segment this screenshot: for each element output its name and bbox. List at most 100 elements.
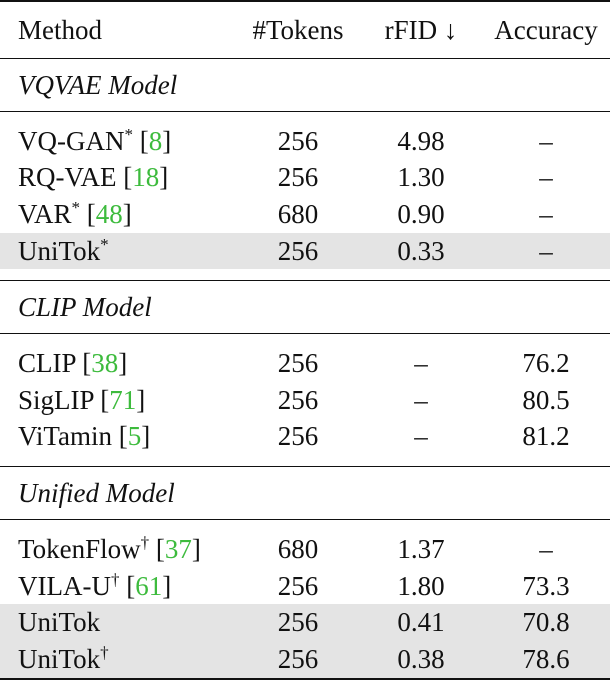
tokens-cell: 256 [277,384,319,415]
method-cell: UniTok† [0,644,236,675]
method-name: SigLIP [18,384,94,415]
header-rfid: rFID ↓ [384,14,458,45]
rfid-cell: 1.37 [397,533,445,564]
table-body: VQVAE Model VQ-GAN* [8] 256 4.98– RQ-VAE [18… [0,58,610,680]
method-cell: VQ-GAN* [8] [18,124,172,156]
citation: 18 [132,162,160,193]
method-cell: ViTamin [5] [18,421,151,452]
citation: 38 [91,348,119,379]
header-accuracy: Accuracy [494,14,598,45]
method-mark: * [100,234,109,254]
header-tokens: #Tokens [252,14,344,45]
section-title-row: VQVAE Model [0,59,610,111]
accuracy-cell: 76.2 [522,348,570,379]
method-name: TokenFlow [18,533,141,564]
table-row: SigLIP [71] 256 – 80.5 [0,382,610,419]
citation: 71 [109,384,137,415]
citation: 8 [148,125,163,156]
rfid-cell: 1.30 [397,162,445,193]
method-mark: * [71,197,81,217]
tokens-cell: 256 [277,570,319,601]
table-row: VAR* [48] 680 0.90 – [0,196,610,233]
spacer [0,520,610,531]
spacer [0,455,610,466]
section-title-row: Unified Model [0,467,610,519]
tokens-cell: 680 [277,198,319,229]
spacer [0,269,610,280]
header-row: Method #Tokens rFID ↓ Accuracy [0,2,610,58]
rfid-cell: 1.80 [397,570,445,601]
rfid-cell: 0.33 [397,235,445,266]
rfid-cell: 4.98 [397,125,445,156]
method-cell: SigLIP [71] [18,384,146,415]
method-name: UniTok [18,235,101,266]
table-row: TokenFlow† [37] 680 1.37 – [0,531,610,568]
method-cell: RQ-VAE [18] [18,162,169,193]
method-mark: † [110,569,120,589]
accuracy-cell: 70.8 [522,607,570,638]
section-title: CLIP Model [18,291,152,322]
accuracy-cell: – [539,533,553,564]
citation: 61 [135,570,163,601]
citation: 5 [127,421,142,452]
method-cell: UniTok [0,607,236,638]
method-mark: * [124,124,133,144]
tokens-cell: 256 [277,162,319,193]
spacer [0,112,610,123]
section-rule [0,333,610,335]
accuracy-cell: – [539,125,553,156]
section-rule [0,111,610,112]
tokens-cell: 256 [277,607,319,638]
rfid-cell: 0.38 [397,643,445,674]
tokens-cell: 256 [277,421,319,452]
section-rule [0,519,610,521]
table-row: VILA-U† [61] 256 1.80 73.3 [0,568,610,605]
method-cell: TokenFlow† [37] [18,532,201,564]
rfid-cell: – [414,421,428,452]
section-title: Unified Model [18,477,175,508]
rfid-cell: 0.90 [397,198,445,229]
table-row: RQ-VAE [18] 256 1.30 – [0,160,610,197]
accuracy-cell: 78.6 [522,643,570,674]
table-row: UniTok* 256 0.33 – [0,232,610,270]
table-row: VQ-GAN* [8] 256 4.98 – [0,123,610,160]
rfid-cell: 0.41 [397,607,445,638]
method-cell: CLIP [38] [18,348,128,379]
citation: 48 [95,198,123,229]
accuracy-cell: – [539,162,553,193]
tokens-cell: 256 [277,348,319,379]
tokens-cell: 256 [277,643,319,674]
rfid-cell: – [414,348,428,379]
rfid-cell: – [414,384,428,415]
method-mark: † [140,532,150,552]
bottom-rule [0,677,610,680]
accuracy-cell: 73.3 [522,570,570,601]
method-name: ViTamin [18,421,112,452]
tokens-cell: 680 [277,533,319,564]
method-cell: UniTok* [0,236,236,267]
tokens-cell: 256 [277,125,319,156]
accuracy-cell: 80.5 [522,384,570,415]
method-cell: VILA-U† [61] [18,569,172,601]
method-name: VQ-GAN [18,125,125,156]
method-name: UniTok [18,643,101,674]
spacer [0,334,610,345]
header-method: Method [18,14,102,45]
method-name: VAR [18,198,72,229]
citation: 37 [164,533,192,564]
section-title: VQVAE Model [18,69,178,100]
table-row: UniTok† 256 0.38 78.6 [0,640,610,678]
table-row: ViTamin [5] 256 – 81.2 [0,419,610,456]
accuracy-cell: 81.2 [522,421,570,452]
method-name: UniTok [18,607,101,638]
top-rule [0,0,610,2]
section-rule [0,58,610,59]
method-name: RQ-VAE [18,162,117,193]
method-name: VILA-U [18,570,111,601]
section-rule [0,280,610,282]
method-name: CLIP [18,348,76,379]
table-row: CLIP [38] 256 – 76.2 [0,345,610,382]
tokens-cell: 256 [277,235,319,266]
section-rule [0,466,610,468]
